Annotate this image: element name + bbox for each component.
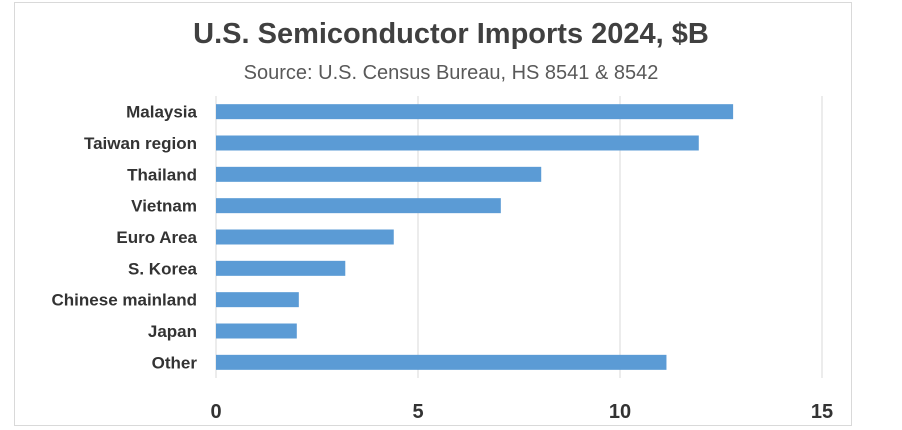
category-label: S. Korea (128, 259, 198, 278)
category-label: Chinese mainland (52, 291, 197, 310)
bar (216, 260, 346, 276)
bar (216, 229, 394, 245)
x-tick-label: 10 (609, 401, 631, 423)
x-tick-label: 5 (412, 401, 423, 423)
category-label: Japan (148, 322, 197, 341)
category-labels: Malaysia Taiwan region Thailand Vietnam Euro… (52, 103, 198, 373)
bar (216, 135, 699, 151)
bar (216, 198, 501, 214)
bar (216, 354, 667, 370)
chart-subtitle: Source: U.S. Census Bureau, HS 8541 & 85… (243, 62, 659, 84)
category-label: Other (152, 353, 198, 372)
bar (216, 104, 734, 120)
x-axis-tick-labels: 0 5 10 15 (210, 401, 833, 423)
category-label: Thailand (127, 165, 197, 184)
category-label: Vietnam (131, 197, 197, 216)
category-label: Taiwan region (84, 134, 197, 153)
category-label: Euro Area (116, 228, 197, 247)
bar (216, 323, 297, 339)
bars (216, 104, 734, 370)
x-tick-label: 0 (210, 401, 221, 423)
category-label: Malaysia (126, 103, 197, 122)
x-tick-label: 15 (811, 401, 833, 423)
bar (216, 166, 542, 182)
chart-title: U.S. Semiconductor Imports 2024, $B (193, 18, 709, 50)
bar (216, 292, 299, 308)
